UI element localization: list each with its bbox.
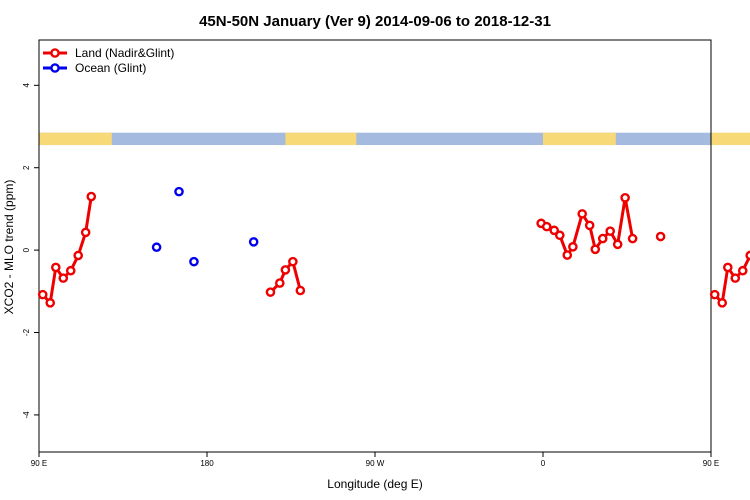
series-1-point-5-2 bbox=[717, 298, 728, 308]
legend: Land (Nadir&Glint)Ocean (Glint) bbox=[43, 46, 174, 75]
series-1-point-2-2 bbox=[274, 278, 285, 288]
series-1-point-3-8 bbox=[584, 220, 595, 231]
series-1-line-5 bbox=[713, 251, 750, 305]
series-1-point-3-6 bbox=[568, 242, 578, 252]
series-1-point-3-4 bbox=[555, 230, 565, 241]
axes: 90 E 180 90 W 0 90 E -4 -2 0 2 4 bbox=[22, 39, 719, 468]
series-1-point-2-1 bbox=[265, 287, 276, 297]
legend-marker-1 bbox=[50, 48, 60, 58]
y-tick-label-3: 0 bbox=[22, 247, 31, 252]
series-1-point-1-1 bbox=[37, 289, 48, 300]
series-1-point-1-5 bbox=[65, 265, 76, 276]
legend-label-2: Ocean (Glint) bbox=[75, 61, 146, 75]
land-band-1 bbox=[39, 132, 112, 146]
series-1-point-3-2 bbox=[541, 221, 552, 232]
series-2-point-4-1 bbox=[248, 237, 259, 247]
series-1-point-1-3 bbox=[51, 262, 61, 273]
series-1-point-1-6 bbox=[73, 250, 83, 261]
series-1-point-3-3 bbox=[549, 225, 560, 236]
series-1-point-5-1 bbox=[709, 289, 720, 300]
series-1-point-4-1 bbox=[655, 231, 666, 242]
series-1-point-5-5 bbox=[737, 265, 748, 276]
series-1-point-3-5 bbox=[562, 250, 573, 260]
series-2-point-2-1 bbox=[174, 186, 184, 197]
series-1-point-3-9 bbox=[590, 244, 601, 255]
land-ocean-strip bbox=[39, 132, 750, 146]
series-1-point-2-4 bbox=[288, 256, 298, 267]
series-2-point-3-1 bbox=[189, 256, 199, 267]
x-tick-label-5: 90 E bbox=[703, 459, 719, 468]
x-tick-label-2: 180 bbox=[200, 459, 214, 468]
legend-label-1: Land (Nadir&Glint) bbox=[75, 46, 174, 60]
y-tick-label-2: -2 bbox=[22, 328, 31, 336]
series-1-point-1-4 bbox=[58, 273, 69, 283]
series-1-point-3-14 bbox=[627, 233, 638, 244]
land-band-2 bbox=[285, 132, 357, 146]
series-1-point-3-10 bbox=[597, 233, 608, 244]
series-1-point-1-2 bbox=[45, 298, 56, 308]
series-2-point-1-1 bbox=[151, 242, 162, 253]
y-tick-label-1: -4 bbox=[22, 411, 31, 419]
series-1-point-1-8 bbox=[86, 191, 97, 202]
series-2 bbox=[151, 186, 259, 267]
series-1-point-2-3 bbox=[280, 265, 291, 275]
x-tick-label-4: 0 bbox=[541, 459, 546, 468]
series-1-point-5-3 bbox=[723, 262, 733, 273]
series-1 bbox=[37, 191, 750, 308]
series-1-line-1 bbox=[41, 195, 93, 305]
series-1-point-3-13 bbox=[620, 192, 630, 203]
chart-title: 45N-50N January (Ver 9) 2014-09-06 to 20… bbox=[199, 13, 551, 30]
y-axis-label: XCO2 - MLO trend (ppm) bbox=[2, 180, 16, 315]
x-axis-label: Longitude (deg E) bbox=[327, 477, 422, 491]
series-layer bbox=[37, 186, 750, 308]
y-tick-label-5: 4 bbox=[22, 83, 31, 88]
series-1-point-5-4 bbox=[730, 273, 741, 283]
series-1-point-2-5 bbox=[295, 285, 306, 296]
series-1-point-3-7 bbox=[577, 209, 588, 219]
x-tick-label-3: 90 W bbox=[366, 459, 385, 468]
series-1-point-5-6 bbox=[745, 250, 750, 261]
plot-frame bbox=[38, 39, 712, 453]
x-tick-label-1: 90 E bbox=[31, 459, 47, 468]
series-1-point-3-12 bbox=[612, 239, 623, 250]
land-band-3 bbox=[543, 132, 616, 146]
y-tick-label-4: 2 bbox=[22, 165, 31, 170]
series-1-point-1-7 bbox=[80, 227, 91, 238]
land-band-4 bbox=[711, 132, 750, 146]
legend-marker-2 bbox=[50, 63, 60, 73]
series-1-point-3-11 bbox=[605, 226, 616, 236]
